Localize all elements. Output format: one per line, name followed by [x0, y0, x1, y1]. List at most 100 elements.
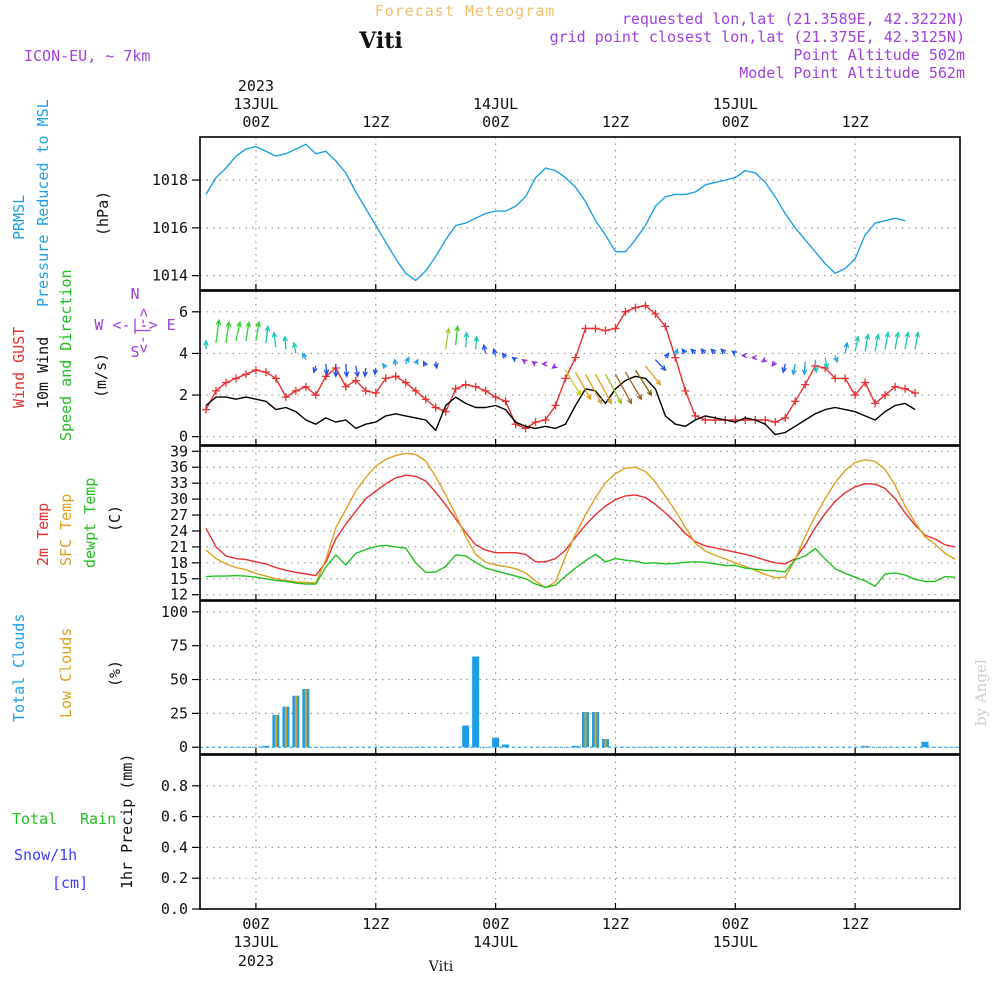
wind-arrow-head [501, 352, 508, 359]
wind-arrow [874, 334, 879, 352]
wind-arrow-head [282, 335, 288, 342]
wind-arrow [654, 359, 666, 371]
compass-row: W <-|-> E [94, 316, 175, 334]
wind-arrow-head [264, 324, 271, 332]
clouds-ytick-label: 0 [179, 738, 188, 756]
wind-arrow-head [343, 371, 350, 378]
wind-arrow-head [362, 371, 369, 378]
label-total: Total [12, 810, 57, 828]
wind-arrow [345, 363, 348, 377]
pressure-line [205, 143, 906, 282]
wind-arrow-head [710, 348, 717, 355]
gust-marker [871, 399, 880, 408]
wind-arrow-head [914, 331, 921, 338]
wind-arrow-head [690, 348, 697, 355]
gust-marker [301, 382, 310, 391]
gust-marker [731, 416, 740, 425]
tick-layer: 1014101610180246121518212427303336390255… [152, 77, 869, 970]
wind-arrow-head [626, 398, 633, 405]
low_clouds-bar [274, 714, 277, 748]
wind-arrow-head [404, 356, 410, 363]
wind-arrow-head [833, 356, 839, 364]
label-hpa: (hPa) [94, 191, 112, 236]
wind-arrow [235, 322, 241, 342]
bottom-time-label: 00Z [482, 915, 509, 933]
wind-arrow-head [492, 347, 498, 355]
model-label: ICON-EU, ~ 7km [24, 47, 150, 65]
gust-marker [271, 374, 280, 383]
wind-arrow [284, 336, 287, 350]
wind-arrow-head [333, 371, 339, 378]
wind-arrow [604, 373, 623, 404]
clouds-ytick-label: 75 [170, 637, 188, 655]
bottom-time-label: 12Z [842, 915, 869, 933]
location-title: Viti [358, 28, 403, 54]
gust-marker [431, 403, 440, 412]
wind-arrow-head [381, 362, 388, 369]
wind-arrow-head [531, 360, 538, 367]
precip-ytick-label: 0.6 [161, 808, 188, 826]
wind-arrow-head [864, 333, 871, 340]
gust-marker [851, 391, 860, 400]
gust-marker [701, 416, 710, 425]
wind-arrow-head [681, 348, 688, 355]
bottom-time-label: 00Z [722, 915, 749, 933]
top-time-label: 12Z [362, 113, 389, 131]
wind-arrow [293, 342, 297, 354]
wind-arrow [803, 361, 806, 375]
gust-marker [781, 413, 790, 422]
grid-layer [200, 137, 960, 910]
point-altitude: Point Altitude 502m [793, 46, 965, 64]
top-time-label: 12Z [842, 113, 869, 131]
gust-marker [281, 393, 290, 402]
gust-marker [691, 411, 700, 420]
label-percent: (%) [106, 660, 124, 687]
wind-arrow-head [813, 367, 819, 374]
label-cm: [cm] [52, 874, 88, 892]
gust-marker [391, 372, 400, 381]
top-time-label: 12Z [602, 113, 629, 131]
gust-marker [451, 384, 460, 393]
gust-marker [251, 366, 260, 375]
gust-marker [341, 382, 350, 391]
label-rain: Rain [80, 810, 116, 828]
gust-marker [481, 386, 490, 395]
bottom-time-label: 13JUL [233, 933, 278, 951]
wind-arrow-head [801, 369, 808, 376]
wind-arrow-head [255, 320, 261, 328]
gust-marker [561, 374, 570, 383]
wind-arrow-head [740, 352, 748, 359]
label-celsius: (C) [106, 505, 124, 532]
gust-marker [571, 353, 580, 362]
label-snow: Snow/1h [14, 846, 77, 864]
gust-marker [381, 374, 390, 383]
wind-arrow [325, 363, 328, 375]
top-time-label: 15JUL [713, 95, 758, 113]
wind-arrow-head [323, 369, 330, 376]
gust-marker [541, 416, 550, 425]
wind-arrow-head [481, 343, 488, 351]
plot-layer [200, 143, 960, 748]
temp-ytick-label: 15 [170, 570, 188, 588]
gust-marker [211, 386, 220, 395]
precip-ytick-label: 0.0 [161, 900, 188, 918]
label-low-clouds: Low Clouds [57, 628, 75, 718]
pressure-ytick-label: 1014 [152, 267, 188, 285]
wind-arrow-head [236, 320, 242, 328]
wind-arrow-head [423, 360, 429, 367]
grid-point-coords: grid point closest lon,lat (21.375E, 42.… [550, 28, 965, 46]
gust-marker [411, 386, 420, 395]
bottom-time-label: 2023 [238, 952, 274, 970]
gust-marker [361, 386, 370, 395]
gust-marker [221, 378, 230, 387]
bottom-time-label: 12Z [602, 915, 629, 933]
label-pressure-msl: Pressure Reduced to MSL [34, 99, 52, 307]
wind-arrow-head [720, 348, 727, 355]
wind10m-line [205, 375, 916, 436]
wind-arrow-head [597, 398, 603, 405]
temp-panel-frame [199, 445, 961, 601]
wind-arrow-head [663, 352, 670, 359]
gust-marker [311, 391, 320, 400]
gust-marker [901, 384, 910, 393]
wind-arrow-head [473, 335, 480, 342]
